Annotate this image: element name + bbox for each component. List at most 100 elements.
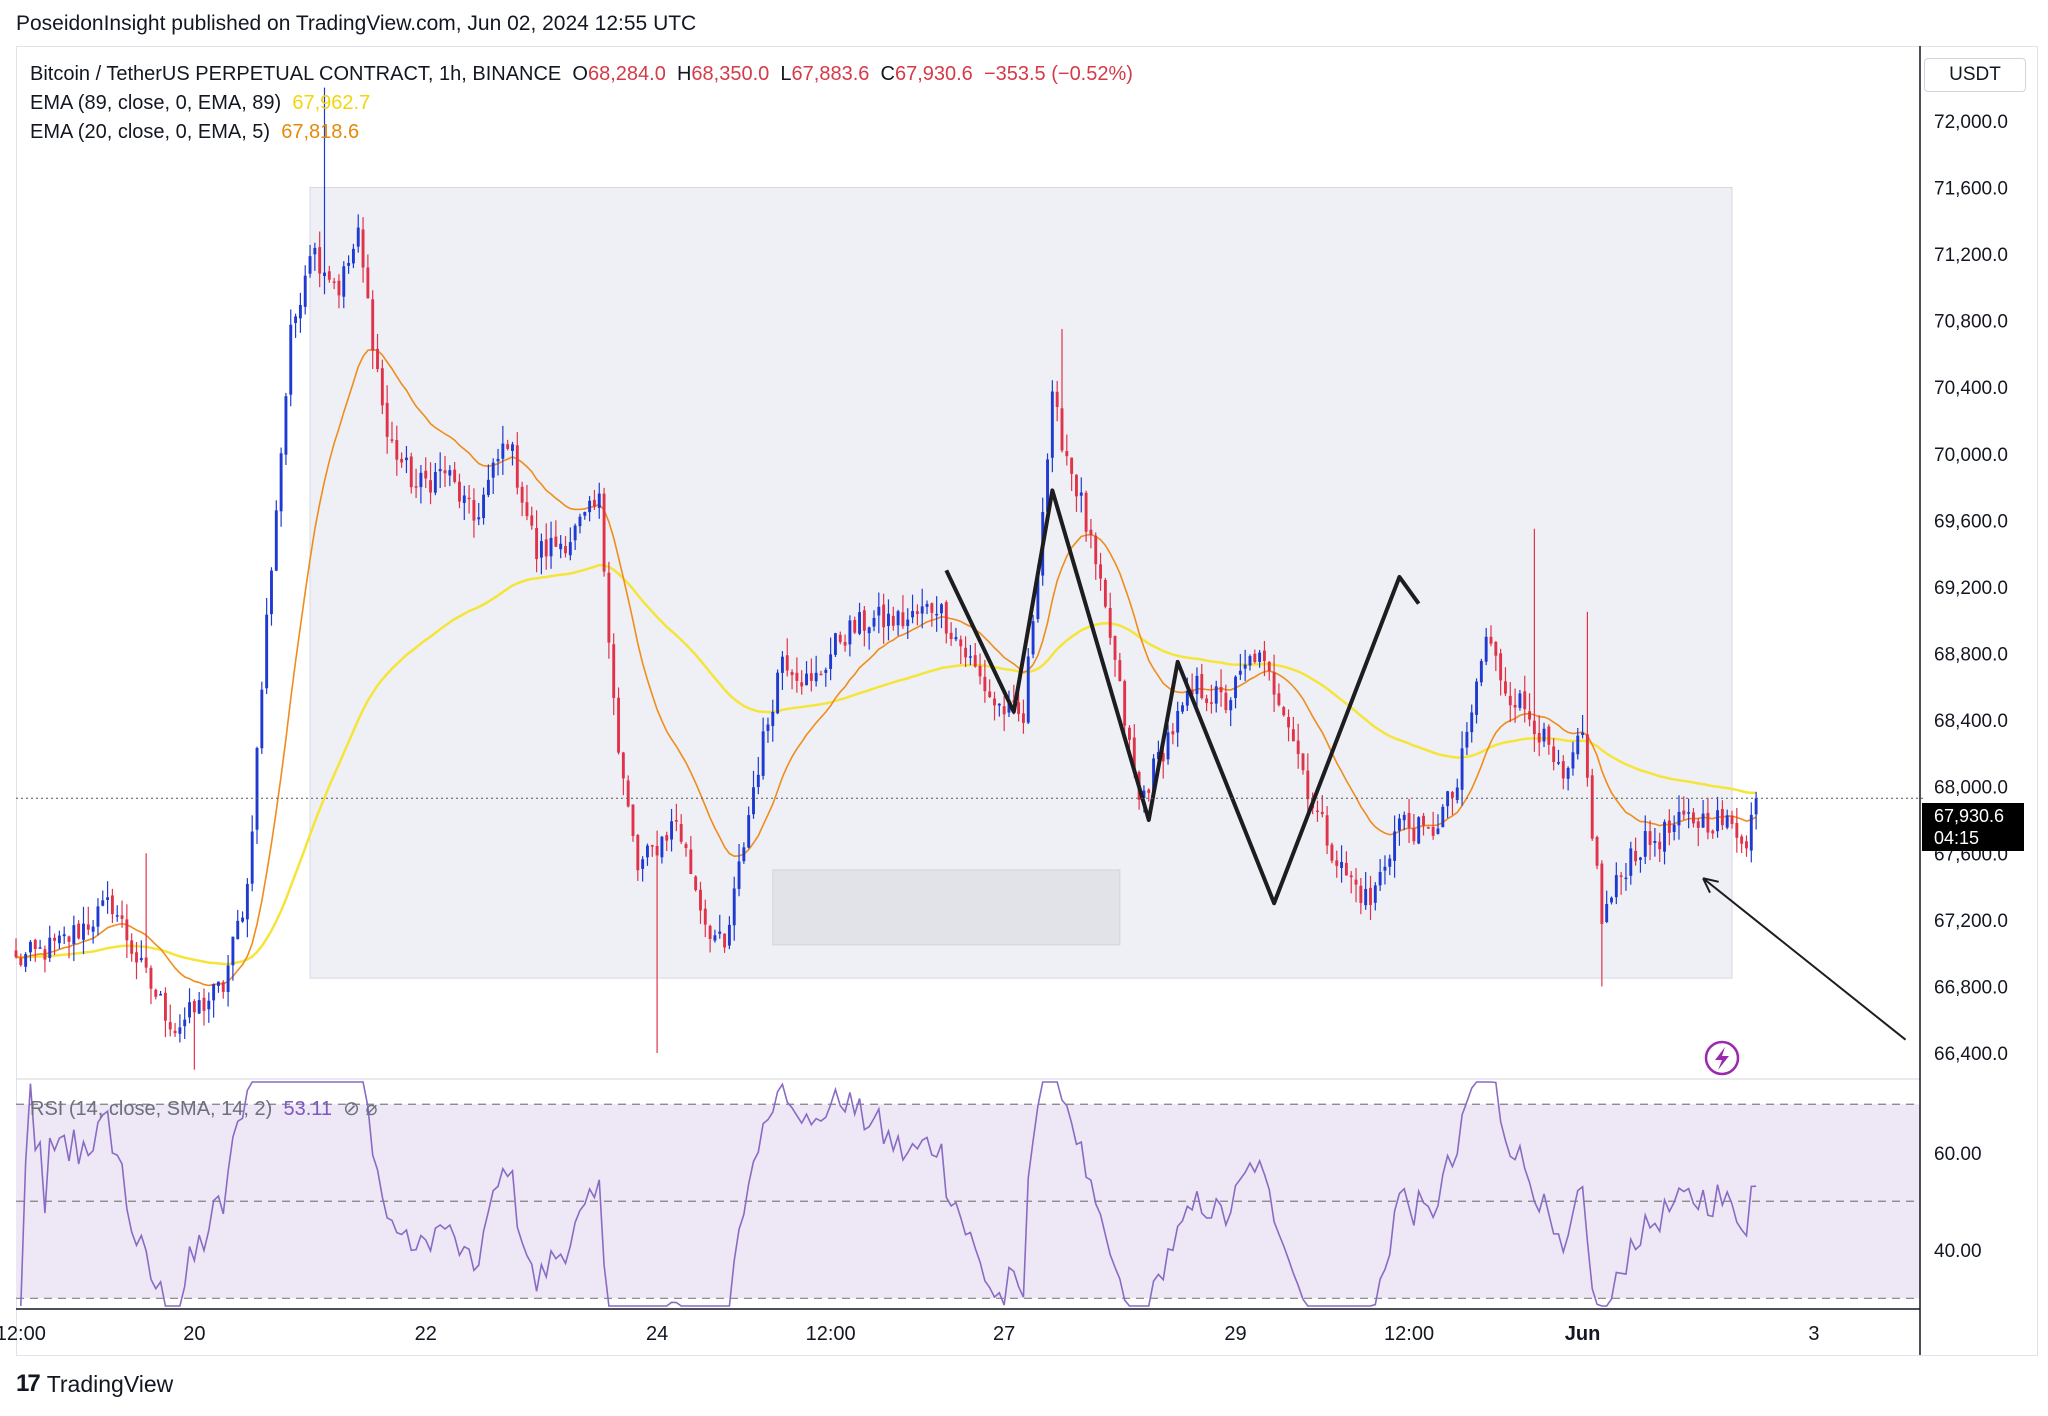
candle-body bbox=[72, 925, 76, 944]
candle-body bbox=[57, 935, 61, 944]
price-tick-label: 72,000.0 bbox=[1934, 112, 2008, 133]
candle-body bbox=[935, 613, 939, 616]
candle-body bbox=[226, 965, 230, 993]
candle-body bbox=[983, 676, 987, 692]
candle-body bbox=[1036, 574, 1040, 619]
candle-body bbox=[1349, 875, 1353, 878]
candle-body bbox=[1745, 841, 1748, 849]
time-tick-label: 12:00 bbox=[806, 1323, 856, 1345]
candle-body bbox=[1296, 740, 1300, 755]
price-tick-label: 71,600.0 bbox=[1934, 178, 2008, 199]
candle-body bbox=[602, 493, 606, 572]
candle-body bbox=[462, 495, 466, 504]
candle-body bbox=[1658, 841, 1662, 850]
rsi-settings-icon[interactable]: ⊘ ⌀ bbox=[337, 1098, 378, 1120]
price-tick-label: 70,400.0 bbox=[1934, 378, 2008, 399]
candle-body bbox=[1475, 681, 1478, 715]
candle-body bbox=[708, 925, 712, 939]
tradingview-logo[interactable]: 17 TradingView bbox=[16, 1370, 173, 1398]
candle-body bbox=[674, 820, 678, 822]
candle-body bbox=[38, 947, 42, 949]
candle-body bbox=[592, 499, 596, 507]
currency-selector[interactable]: USDT bbox=[1924, 58, 2026, 92]
candle-body bbox=[458, 481, 461, 502]
candle-body bbox=[1320, 811, 1324, 815]
candle-body bbox=[467, 497, 471, 500]
candle-body bbox=[636, 835, 640, 871]
candle-body bbox=[1571, 752, 1575, 769]
candle-body bbox=[1267, 661, 1271, 672]
candle-body bbox=[255, 748, 259, 830]
open-label: O bbox=[572, 63, 588, 85]
arrow-drawing bbox=[1702, 877, 1907, 1041]
candle-body bbox=[91, 926, 95, 932]
candle-body bbox=[1094, 535, 1098, 565]
candle-body bbox=[1754, 798, 1758, 815]
candle-body bbox=[785, 655, 789, 671]
candle-body bbox=[588, 500, 592, 513]
candle-body bbox=[949, 632, 953, 640]
price-tick-label: 70,000.0 bbox=[1934, 445, 2008, 466]
price-tick-label: 69,200.0 bbox=[1934, 578, 2008, 599]
ema89-line bbox=[15, 563, 1757, 966]
candle-body bbox=[144, 957, 148, 968]
candle-body bbox=[265, 614, 269, 689]
time-tick-label: Jun bbox=[1565, 1323, 1601, 1345]
rsi-legend[interactable]: RSI (14, close, SMA, 14, 2) 53.11 ⊘ ⌀ bbox=[30, 1096, 378, 1121]
candle-body bbox=[1171, 731, 1175, 735]
candle-body bbox=[809, 673, 813, 681]
candle-body bbox=[915, 611, 919, 614]
candle-body bbox=[1055, 391, 1059, 408]
candle-body bbox=[1209, 702, 1213, 704]
candle-body bbox=[1369, 887, 1372, 906]
candle-body bbox=[906, 619, 910, 626]
candle-body bbox=[1084, 492, 1088, 532]
candle-body bbox=[1156, 752, 1160, 760]
candle-body bbox=[486, 479, 490, 496]
candle-body bbox=[1634, 850, 1638, 862]
candle-body bbox=[1046, 459, 1049, 512]
candle-body bbox=[1089, 529, 1093, 536]
candle-body bbox=[120, 915, 124, 919]
candle-body bbox=[217, 981, 220, 986]
arrow-head bbox=[1702, 877, 1719, 883]
candle-body bbox=[1253, 653, 1257, 663]
open-value: 68,284.0 bbox=[587, 63, 666, 85]
candle-body bbox=[1075, 474, 1078, 497]
candle-body bbox=[665, 835, 669, 841]
candle-body bbox=[1542, 728, 1546, 742]
candle-body bbox=[1176, 711, 1180, 733]
candle-body bbox=[270, 570, 273, 615]
candle-body bbox=[371, 299, 375, 351]
last-price-value: 67,930.6 bbox=[1934, 806, 2005, 826]
candle-body bbox=[940, 604, 943, 614]
candle-body bbox=[1557, 762, 1560, 764]
candle-body bbox=[1720, 808, 1724, 826]
candle-body bbox=[82, 923, 85, 940]
candle-body bbox=[607, 572, 611, 643]
candle-body bbox=[703, 908, 707, 925]
chart-legend: Bitcoin / TetherUS PERPETUAL CONTRACT, 1… bbox=[30, 60, 1133, 147]
candle-body bbox=[1021, 713, 1025, 723]
candle-body bbox=[737, 861, 741, 889]
high-label: H bbox=[676, 63, 692, 85]
candle-body bbox=[1561, 761, 1565, 779]
ema89-row[interactable]: EMA (89, close, 0, EMA, 89) 67,962.7 bbox=[30, 89, 1133, 118]
candle-body bbox=[1393, 831, 1397, 861]
candle-body bbox=[1364, 888, 1368, 906]
ema20-row[interactable]: EMA (20, close, 0, EMA, 5) 67,818.6 bbox=[30, 118, 1133, 147]
candle-body bbox=[1605, 904, 1609, 923]
candle-body bbox=[284, 396, 288, 455]
candle-body bbox=[1701, 813, 1705, 828]
lightning-bolt bbox=[1715, 1047, 1729, 1070]
time-tick-label: 24 bbox=[646, 1323, 668, 1345]
price-tick-label: 66,800.0 bbox=[1934, 977, 2008, 998]
candle-body bbox=[1306, 770, 1310, 800]
ema89-value: 67,962.7 bbox=[292, 92, 371, 114]
candle-body bbox=[130, 940, 134, 954]
candle-body bbox=[1287, 717, 1290, 728]
candle-body bbox=[1383, 866, 1387, 871]
candle-body bbox=[896, 611, 900, 626]
price-tick-label: 69,600.0 bbox=[1934, 511, 2008, 532]
